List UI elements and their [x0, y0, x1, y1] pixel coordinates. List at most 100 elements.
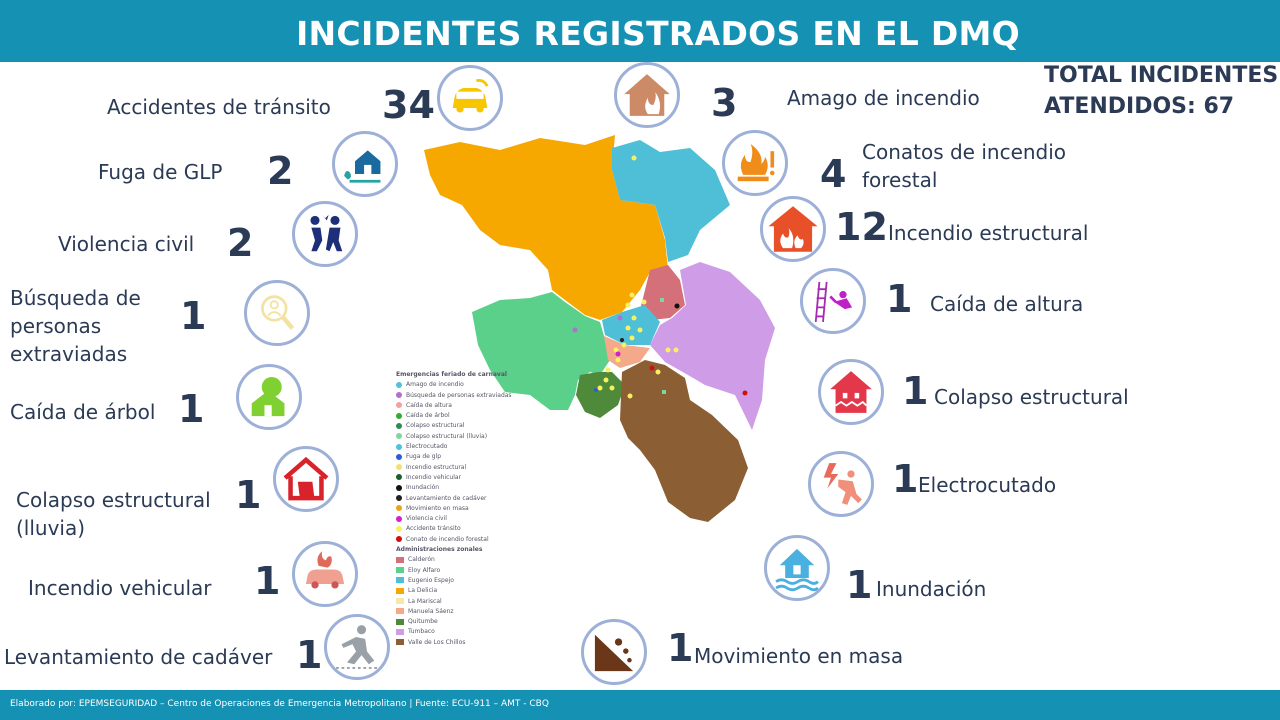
fight-icon: [292, 201, 358, 267]
legend-item-row: Violencia civil: [396, 514, 546, 524]
legend-item-row: Caída de árbol: [396, 411, 546, 421]
label-vehicular: Incendio vehicular: [28, 576, 212, 600]
count-conatos: 4: [820, 152, 847, 196]
legend-zone-marker: [396, 639, 404, 646]
label-colapso-lluvia-2: (lluvia): [16, 516, 86, 540]
zone-quitumbe: [576, 372, 625, 418]
legend-item-row: Inundación: [396, 483, 546, 493]
label-busqueda-3: extraviadas: [10, 342, 128, 366]
count-cadaver: 1: [296, 633, 323, 677]
legend-zone-marker: [396, 628, 404, 635]
label-altura: Caída de altura: [930, 292, 1084, 316]
legend-item-label: Amago de incendio: [406, 381, 464, 389]
legend-item-marker: [396, 505, 402, 512]
count-accidentes: 34: [382, 83, 435, 127]
legend-zone-marker: [396, 567, 404, 574]
footer-credit: Elaborado por: EPEMSEGURIDAD – Centro de…: [10, 699, 549, 709]
map-legend: Emergencias feriado de carnaval Amago de…: [396, 370, 546, 648]
legend-zone-row: Tumbaco: [396, 627, 546, 637]
legend-item-marker: [396, 474, 402, 481]
total-line-2: ATENDIDOS: 67: [1044, 94, 1235, 119]
legend-item-marker: [396, 484, 402, 491]
label-estructural: Incendio estructural: [888, 221, 1089, 245]
legend-item-label: Colapso estructural (lluvia): [406, 432, 488, 440]
page-title: INCIDENTES REGISTRADOS EN EL DMQ: [295, 14, 1021, 53]
zone-eloy-alfaro: [472, 292, 610, 410]
count-glp: 2: [267, 149, 294, 193]
incident-points: [572, 155, 748, 399]
label-cadaver: Levantamiento de cadáver: [4, 645, 273, 669]
zone-calderon-north: [612, 140, 730, 262]
label-glp: Fuga de GLP: [98, 160, 223, 184]
legend-zone-label: Valle de Los Chillos: [408, 638, 466, 646]
legend-item-row: Caída de altura: [396, 401, 546, 411]
label-busqueda: Búsqueda de personas extraviadas: [10, 284, 141, 368]
legend-zone-label: Tumbaco: [408, 628, 435, 636]
legend-zone-marker: [396, 618, 404, 625]
legend-item-label: Movimiento en masa: [406, 504, 469, 512]
label-inundacion: Inundación: [876, 577, 987, 601]
legend-item-marker: [396, 412, 402, 419]
label-accidentes: Accidentes de tránsito: [107, 95, 331, 119]
legend-item-label: Conato de incendio forestal: [406, 535, 489, 543]
label-conatos: Conatos de incendio forestal: [862, 138, 1066, 194]
electrocution-icon: [808, 451, 874, 517]
legend-zone-label: La Delicia: [408, 587, 438, 595]
count-colapso: 1: [902, 369, 929, 413]
legend-item-label: Colapso estructural: [406, 422, 465, 430]
flood-icon: [764, 535, 830, 601]
house-fire-icon: [614, 62, 680, 128]
label-arbol: Caída de árbol: [10, 400, 156, 424]
legend-zone-row: Manuela Sáenz: [396, 607, 546, 617]
legend-item-row: Incendio vehicular: [396, 473, 546, 483]
header-bar: INCIDENTES REGISTRADOS EN EL DMQ: [0, 0, 1280, 62]
legend-item-row: Amago de incendio: [396, 380, 546, 390]
legend-item-marker: [396, 402, 402, 409]
legend-item-label: Caída de árbol: [406, 412, 450, 420]
label-conatos-1: Conatos de incendio: [862, 140, 1067, 164]
legend-item-label: Incendio vehicular: [406, 473, 462, 481]
legend-item-row: Fuga de glp: [396, 452, 546, 462]
legend-item-label: Inundación: [406, 484, 440, 492]
legend-zone-label: Calderón: [408, 556, 435, 564]
legend-item-marker: [396, 453, 402, 460]
count-altura: 1: [886, 277, 913, 321]
label-colapso: Colapso estructural: [934, 385, 1129, 409]
count-inundacion: 1: [846, 563, 873, 607]
legend-item-row: Incendio estructural: [396, 463, 546, 473]
legend-item-marker: [396, 381, 402, 388]
legend-item-marker: [396, 392, 402, 399]
legend-item-row: Movimiento en masa: [396, 504, 546, 514]
gas-leak-icon: [332, 131, 398, 197]
dmq-map: [424, 135, 775, 522]
legend-zone-marker: [396, 587, 404, 594]
legend-item-marker: [396, 536, 402, 543]
label-movimiento: Movimiento en masa: [694, 644, 904, 668]
zone-tumbaco: [650, 262, 775, 430]
legend-zone-marker: [396, 608, 404, 615]
count-arbol: 1: [178, 387, 205, 431]
label-busqueda-2: personas: [10, 314, 102, 338]
legend-item-label: Electrocutado: [406, 443, 448, 451]
legend-zone-row: La Delicia: [396, 586, 546, 596]
legend-item-marker: [396, 515, 402, 522]
legend-zone-label: Eloy Alfaro: [408, 566, 441, 574]
legend-item-label: Levantamiento de cadáver: [406, 494, 487, 502]
legend-item-row: Electrocutado: [396, 442, 546, 452]
label-colapso-lluvia-1: Colapso estructural: [16, 488, 211, 512]
legend-zones-title: Administraciones zonales: [396, 546, 483, 554]
legend-zone-label: La Mariscal: [408, 597, 442, 605]
collapsed-house-icon: [273, 446, 339, 512]
car-fire-icon: [292, 541, 358, 607]
label-violencia: Violencia civil: [58, 232, 195, 256]
count-colapso-lluvia: 1: [235, 473, 262, 517]
legend-item-row: Colapso estructural (lluvia): [396, 432, 546, 442]
zone-la-delicia: [424, 135, 668, 320]
legend-zone-row: Quitumbe: [396, 617, 546, 627]
legend-item-marker: [396, 464, 402, 471]
label-busqueda-1: Búsqueda de: [10, 286, 141, 310]
legend-zone-row: Eugenio Espejo: [396, 576, 546, 586]
legend-item-label: Violencia civil: [406, 515, 447, 523]
legend-item-label: Fuga de glp: [406, 453, 442, 461]
search-person-icon: [244, 280, 310, 346]
